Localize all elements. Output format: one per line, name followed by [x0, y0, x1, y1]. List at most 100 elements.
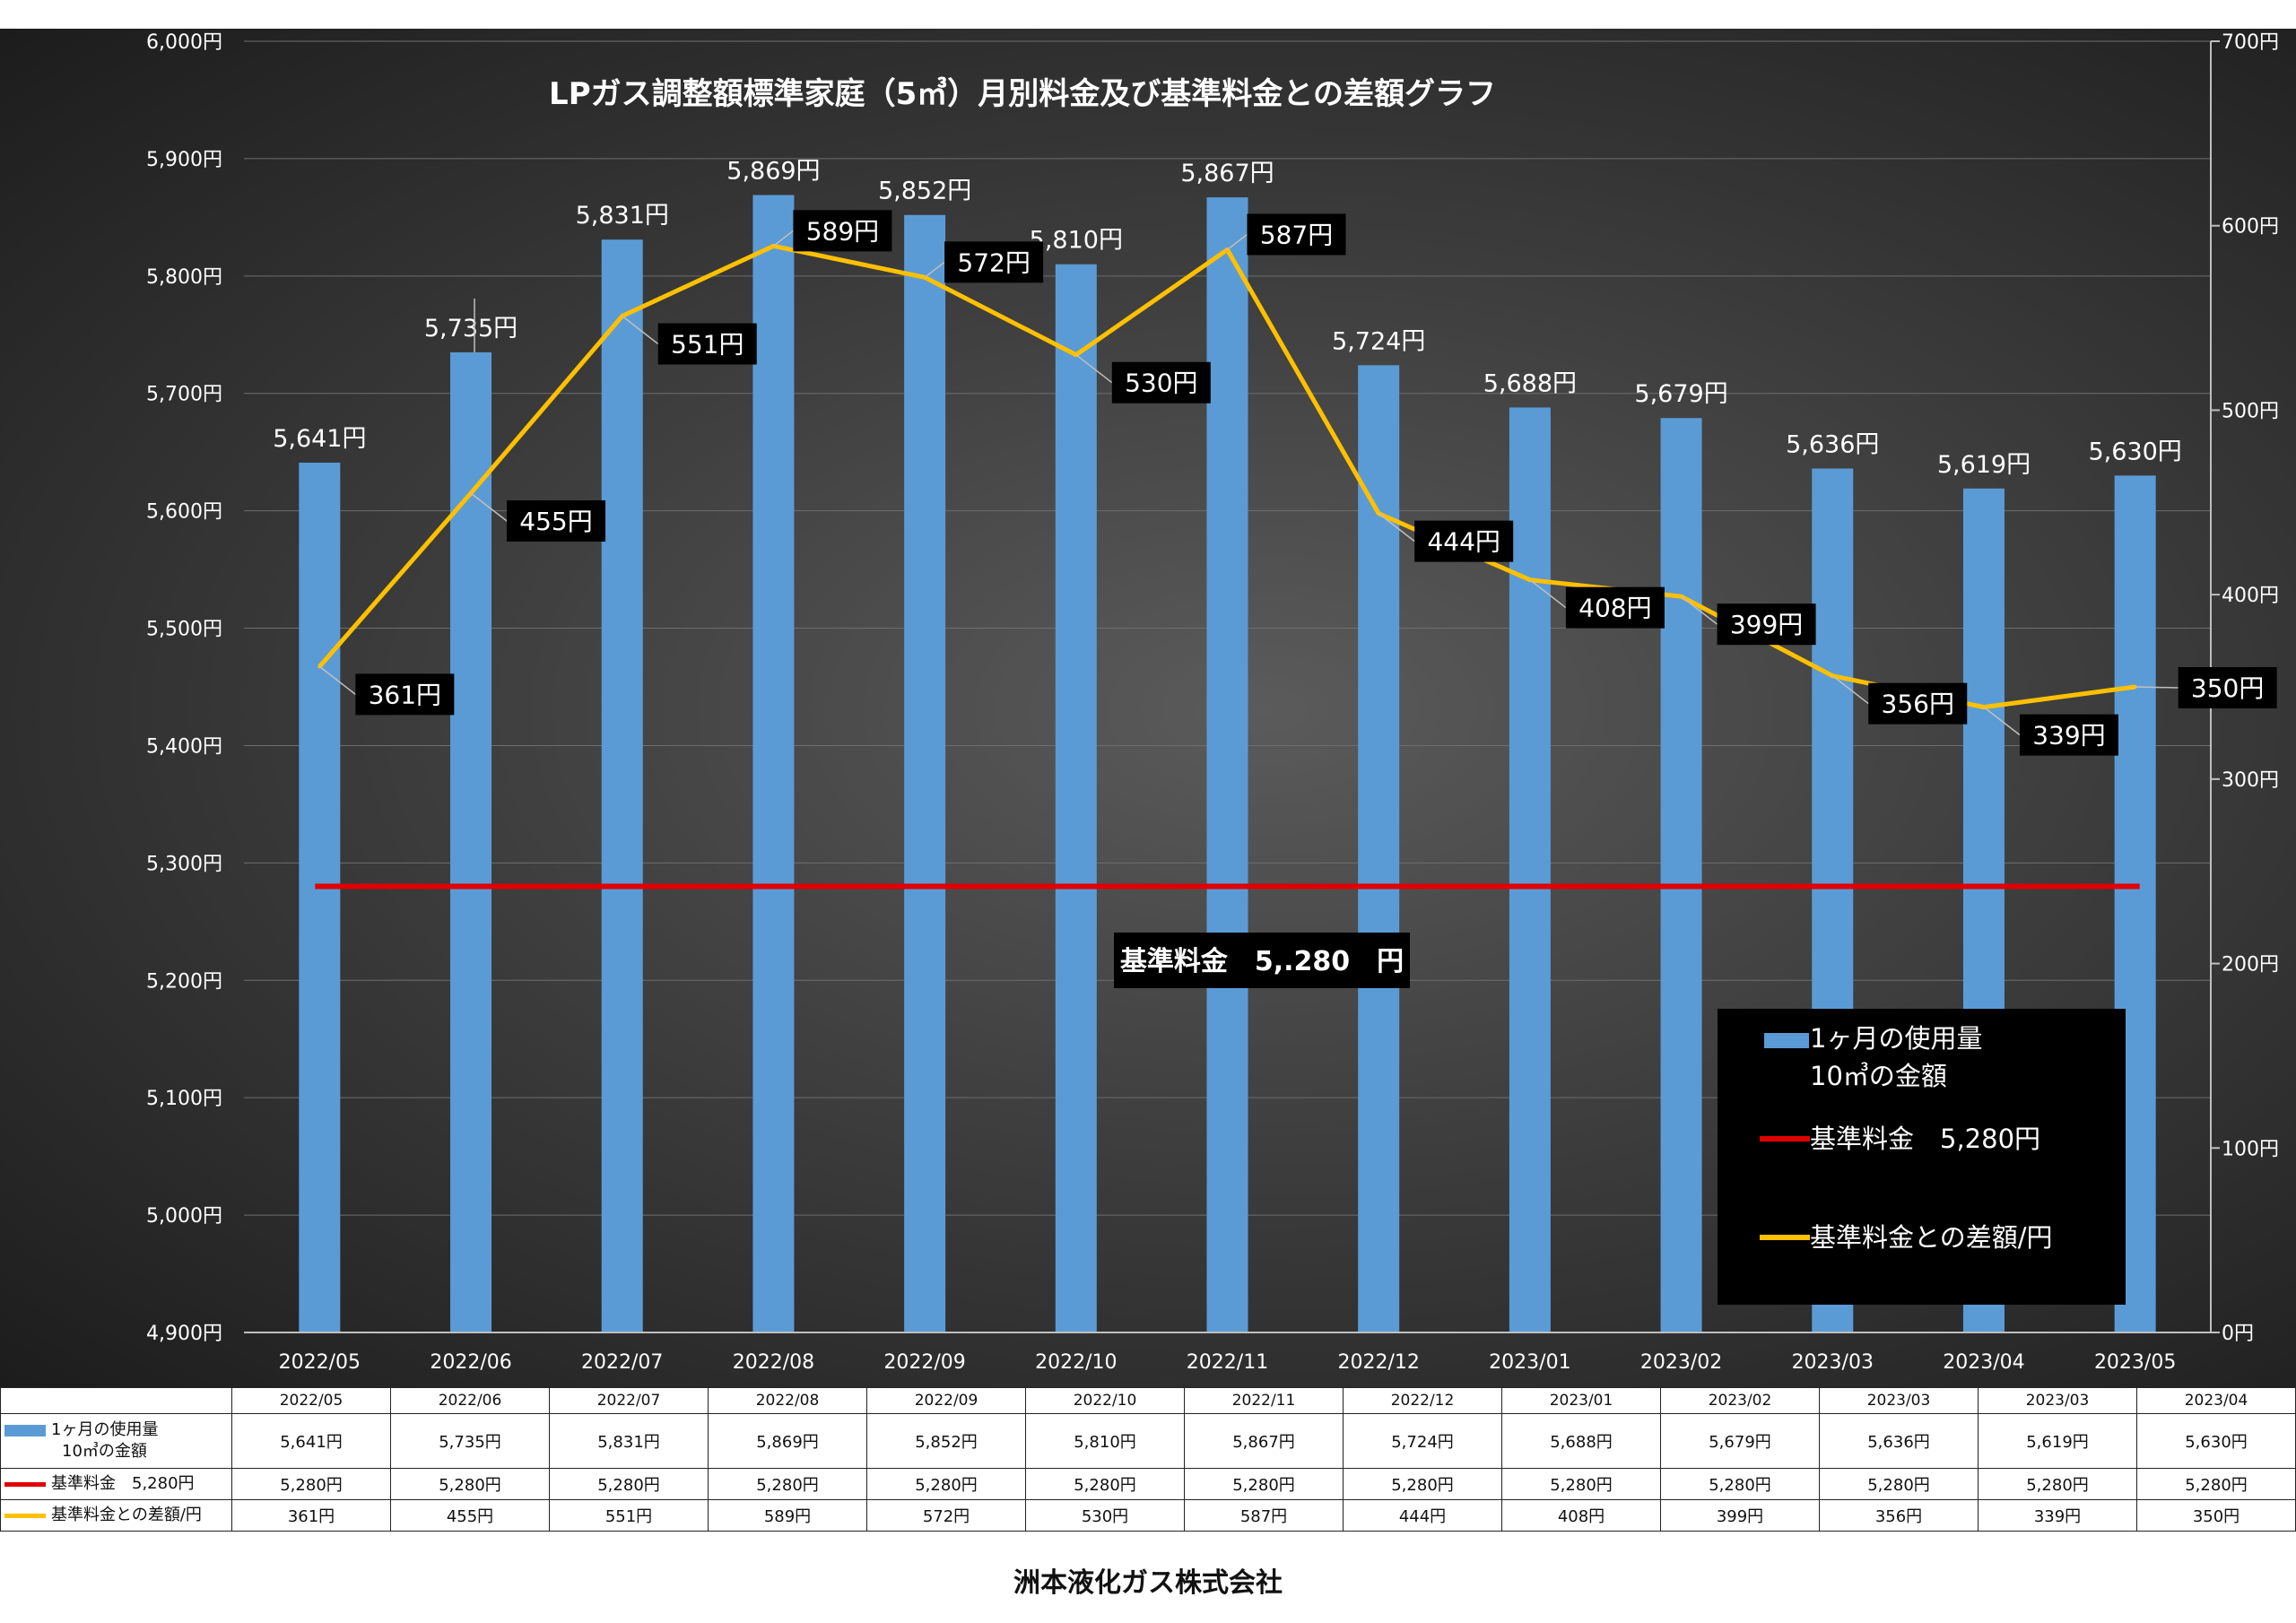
difference-label-box [507, 500, 606, 542]
table-header-cell: 2022/11 [1184, 1387, 1344, 1414]
table-cell: 5,735円 [390, 1413, 550, 1469]
x-tick-label: 2022/07 [581, 1351, 663, 1374]
legend-swatch-bar [1764, 1033, 1809, 1048]
table-cell: 5,280円 [390, 1468, 550, 1500]
left-tick-label: 5,400円 [146, 735, 222, 758]
left-tick-label: 5,300円 [146, 853, 222, 875]
difference-label-leader [1075, 354, 1113, 384]
bar-value-label: 5,724円 [1332, 327, 1425, 355]
table-cell: 5,831円 [549, 1413, 709, 1469]
table-cell: 408円 [1501, 1499, 1661, 1532]
table-cell: 5,688円 [1501, 1413, 1661, 1469]
difference-label: 356円 [1882, 690, 1954, 719]
table-legend-text: 基準料金 5,280円 [51, 1474, 195, 1493]
table-header-cell: 2022/12 [1343, 1387, 1502, 1414]
difference-label-box [2178, 667, 2277, 708]
legend-label-bar-line2: 10㎥の金額 [1810, 1061, 1947, 1091]
difference-label-box [1247, 213, 1346, 256]
bar-value-label: 5,630円 [2089, 438, 2182, 465]
left-tick-label: 6,000円 [146, 31, 222, 54]
table-cell: 356円 [1819, 1499, 1979, 1532]
x-tick-label: 2022/05 [279, 1351, 361, 1374]
bar [752, 195, 795, 1332]
difference-label: 587円 [1260, 220, 1333, 249]
table-cell: 5,630円 [2136, 1413, 2296, 1469]
table-cell: 5,280円 [231, 1468, 391, 1500]
difference-label-box [657, 323, 757, 365]
table-cell: 5,619円 [1978, 1413, 2137, 1469]
table-row: 2022/05 2022/06 2022/07 2022/08 2022/09 2022/… [0, 1387, 2296, 1414]
difference-label-box [1414, 520, 1514, 562]
bar-value-label: 5,641円 [273, 425, 366, 453]
table-row-label [0, 1387, 232, 1414]
difference-label-leader [470, 492, 508, 522]
legend: 1ヶ月の使用量 10㎥の金額 基準料金 5,280円 基準料金との差額/円 [1718, 1009, 2126, 1305]
table-legend-text: 1ヶ月の使用量 [51, 1420, 159, 1439]
table-cell: 339円 [1978, 1499, 2137, 1532]
table-cell: 530円 [1025, 1499, 1185, 1532]
table-cell: 5,280円 [1501, 1468, 1661, 1500]
table-header-cell: 2023/03 [1978, 1387, 2137, 1414]
bar [601, 239, 643, 1333]
difference-label-leader [318, 665, 356, 695]
right-tick-label: 600円 [2222, 216, 2279, 239]
table-cell: 444円 [1343, 1499, 1502, 1532]
table-header-cell: 2022/07 [549, 1387, 709, 1414]
difference-label-leader [1831, 675, 1869, 705]
difference-label-leader [1681, 595, 1718, 625]
difference-label: 350円 [2191, 673, 2264, 703]
table-cell: 5,679円 [1660, 1413, 1820, 1469]
x-tick-label: 2022/09 [883, 1351, 965, 1374]
bar [1055, 264, 1097, 1332]
difference-label-leader [772, 230, 794, 247]
bar [1358, 365, 1400, 1332]
left-tick-label: 5,200円 [146, 970, 222, 993]
left-tick-label: 5,100円 [146, 1088, 222, 1110]
table-header-cell: 2022/06 [390, 1387, 550, 1414]
table-cell: 5,280円 [2136, 1468, 2296, 1500]
table-cell: 551円 [549, 1499, 709, 1532]
table-cell: 5,636円 [1819, 1413, 1979, 1469]
table-cell: 455円 [390, 1499, 550, 1532]
difference-label-leader [1529, 579, 1567, 609]
table-cell: 5,280円 [1660, 1468, 1820, 1500]
right-tick-label: 300円 [2222, 769, 2279, 792]
table-cell: 572円 [866, 1499, 1026, 1532]
legend-swatch-red [1760, 1136, 1810, 1141]
difference-label: 339円 [2032, 721, 2105, 751]
difference-label: 589円 [806, 216, 879, 246]
right-tick-label: 100円 [2222, 1138, 2279, 1160]
difference-label-leader [2135, 686, 2179, 689]
bar-value-label: 5,619円 [1937, 451, 2031, 479]
difference-label-box [1868, 682, 1968, 725]
difference-label: 455円 [519, 507, 592, 536]
x-tick-label: 2022/12 [1337, 1351, 1419, 1374]
bar-value-label: 5,679円 [1634, 380, 1727, 408]
difference-label-box [1565, 586, 1665, 629]
bar-value-label: 5,636円 [1786, 431, 1879, 459]
left-tick-label: 5,600円 [146, 501, 222, 524]
table-legend-swatch [4, 1424, 46, 1436]
table-cell: 5,280円 [708, 1468, 867, 1500]
table-cell: 5,641円 [231, 1413, 391, 1469]
table-header-cell: 2023/01 [1501, 1387, 1661, 1414]
legend-background [1718, 1009, 2126, 1305]
x-tick-label: 2023/05 [2094, 1351, 2176, 1374]
right-tick-label: 500円 [2222, 400, 2279, 422]
left-tick-label: 5,500円 [146, 619, 222, 641]
difference-label-box [1717, 603, 1816, 646]
difference-label: 530円 [1125, 369, 1197, 398]
table-cell: 5,280円 [1025, 1468, 1185, 1500]
table-cell: 5,724円 [1343, 1413, 1502, 1469]
chart-title: LPガス調整額標準家庭（5㎥）月別料金及び基準料金との差額グラフ [549, 76, 1496, 112]
legend-label-bar-line1: 1ヶ月の使用量 [1810, 1023, 1982, 1054]
x-tick-label: 2022/10 [1035, 1351, 1117, 1374]
table-row: 1ヶ月の使用量 10㎥の金額 5,641円 5,735円 5,831円 5,869円 5,8… [0, 1413, 2296, 1469]
table-cell: 5,280円 [1978, 1468, 2137, 1500]
table-cell: 5,280円 [1184, 1468, 1344, 1500]
difference-label-leader [1983, 707, 2021, 736]
legend-label-red: 基準料金 5,280円 [1810, 1124, 2040, 1154]
table-cell: 587円 [1184, 1499, 1344, 1532]
table-cell: 5,280円 [866, 1468, 1026, 1500]
difference-label-box [355, 673, 455, 716]
